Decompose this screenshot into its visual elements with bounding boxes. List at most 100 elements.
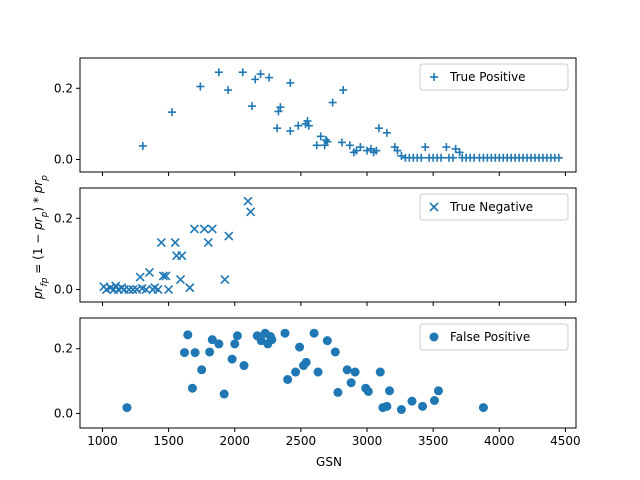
data-point: [276, 103, 285, 112]
data-point: [421, 143, 430, 152]
y-tick-label: 0.0: [54, 153, 73, 167]
data-point: [243, 196, 253, 206]
data-point: [294, 121, 303, 130]
data-point: [247, 102, 256, 111]
x-tick-label: 1500: [153, 434, 184, 448]
legend: True Negative: [419, 193, 569, 221]
data-point: [303, 117, 312, 126]
data-point: [295, 342, 305, 352]
data-point: [442, 143, 451, 152]
legend: True Positive: [419, 63, 569, 91]
data-point: [246, 207, 256, 217]
data-point: [170, 237, 180, 248]
data-point: [418, 401, 428, 411]
data-point: [309, 328, 319, 338]
data-point: [214, 339, 224, 349]
data-point: [189, 224, 199, 234]
data-point: [220, 274, 230, 285]
data-point: [203, 237, 213, 248]
data-point: [219, 389, 229, 399]
data-point: [124, 284, 134, 295]
data-point: [214, 68, 223, 77]
subplot-3: 1000 1500 2000 2500 3000 3500 4000 4500 0.0 0.2 Fa…: [54, 317, 581, 448]
x-tick-label: 3500: [418, 434, 449, 448]
subplots: 0.0 0.2 True Positive 0.0 0.2 True Negative 10…: [54, 57, 581, 448]
legend-marker: [429, 332, 439, 342]
data-point: [352, 146, 361, 155]
data-point: [304, 121, 313, 130]
data-point: [312, 141, 321, 150]
data-point: [385, 386, 395, 396]
data-point: [190, 348, 200, 358]
data-point: [179, 348, 189, 358]
data-point: [265, 73, 274, 82]
data-point: [330, 347, 340, 357]
data-point: [291, 367, 301, 377]
data-point: [251, 75, 260, 84]
data-point: [167, 108, 176, 117]
data-point: [433, 386, 443, 396]
subplot-1: 0.0 0.2 True Positive: [54, 57, 577, 176]
x-tick-label: 4000: [484, 434, 515, 448]
data-point: [363, 386, 373, 396]
data-point: [333, 387, 343, 397]
series-true-negative: [99, 196, 256, 295]
data-point: [274, 107, 283, 116]
data-point: [342, 365, 352, 375]
data-point: [451, 144, 460, 153]
data-point: [374, 124, 383, 133]
series-false-positive: [122, 328, 488, 415]
data-point: [199, 224, 209, 234]
data-point: [128, 284, 138, 295]
legend-marker: [429, 202, 439, 212]
data-point: [323, 137, 332, 146]
data-point: [286, 127, 295, 136]
data-point: [417, 153, 426, 162]
data-point: [232, 331, 242, 341]
legend-box: [419, 63, 569, 91]
data-point: [316, 132, 325, 141]
data-point: [230, 339, 240, 349]
x-tick-label: 4500: [550, 434, 581, 448]
data-point: [177, 251, 187, 261]
legend-marker: [430, 73, 438, 81]
legend-label: True Negative: [449, 200, 533, 214]
data-point: [187, 383, 197, 393]
data-point: [207, 335, 217, 345]
x-tick-label: 1000: [87, 434, 118, 448]
data-point: [345, 141, 354, 150]
data-point: [437, 153, 446, 162]
data-point: [339, 86, 348, 95]
legend-box: [419, 323, 569, 351]
data-point: [407, 396, 417, 406]
legend-label: True Positive: [449, 70, 526, 84]
data-point: [196, 82, 205, 91]
y-tick-label: 0.2: [54, 342, 73, 356]
data-point: [322, 135, 331, 144]
data-point: [396, 405, 406, 415]
data-point: [205, 347, 215, 357]
data-point: [393, 146, 402, 155]
axes-frame: [79, 57, 577, 173]
data-point: [227, 354, 237, 364]
data-point: [267, 335, 277, 345]
data-point: [256, 70, 265, 79]
data-point: [183, 330, 193, 340]
data-point: [224, 86, 233, 95]
axes-frame: [79, 317, 577, 429]
data-point: [301, 357, 311, 367]
legend-label: False Positive: [450, 330, 530, 344]
data-point: [283, 374, 293, 384]
data-point: [122, 403, 132, 413]
legend-box: [419, 193, 569, 221]
data-point: [375, 367, 385, 377]
data-point: [138, 141, 147, 150]
data-point: [197, 365, 207, 375]
subplot-2: 0.0 0.2 True Negative: [54, 187, 577, 306]
data-point: [350, 367, 360, 377]
data-point: [141, 284, 151, 295]
data-point: [455, 148, 464, 157]
x-tick-label: 2000: [219, 434, 250, 448]
data-point: [397, 151, 406, 160]
data-point: [224, 231, 234, 241]
